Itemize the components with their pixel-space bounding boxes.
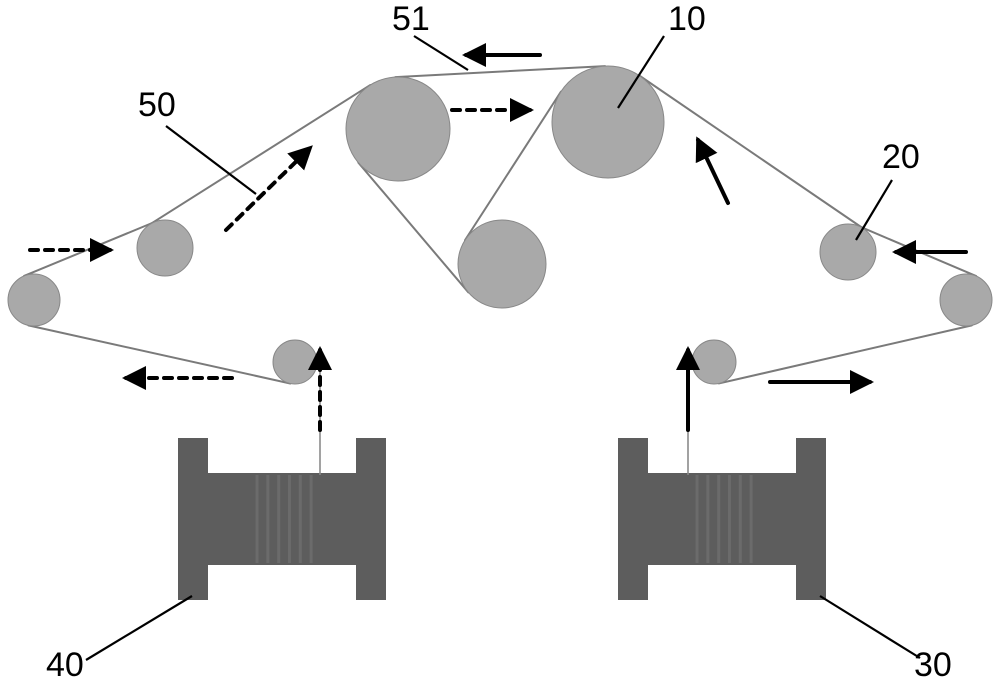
leader-50: [166, 126, 256, 194]
belt-segment: [150, 85, 370, 224]
belt-segment: [640, 76, 864, 229]
label-51: 51: [392, 0, 430, 38]
label-20: 20: [882, 138, 920, 176]
arrow-dashed-left_up_diag: [226, 148, 310, 230]
label-30: 30: [914, 646, 952, 684]
pulley-small_left: [137, 220, 193, 276]
leader-20: [856, 180, 892, 240]
belt-segment: [465, 92, 561, 241]
leader-40: [86, 596, 192, 660]
belt-segment: [358, 163, 468, 293]
label-10: 10: [668, 0, 706, 38]
pulley-lower_right: [692, 340, 736, 384]
leader-30: [820, 596, 920, 658]
arrow-solid-right_up_diag: [698, 140, 728, 203]
spool-left: [178, 438, 386, 600]
label-50: 50: [138, 86, 176, 124]
pulley-top_left: [346, 77, 450, 181]
belt-segment: [719, 325, 972, 383]
pulley-small_right: [820, 224, 876, 280]
pulley-top_right: [552, 66, 664, 178]
spool-right: [618, 438, 826, 600]
mechanical-diagram: 51 10 50 20 40 30: [0, 0, 1000, 691]
leader-51: [414, 36, 468, 70]
pulley-lower_left: [273, 340, 317, 384]
pulley-end_right: [940, 274, 992, 326]
spool-layer: [178, 438, 826, 600]
pulley-mid_center: [458, 220, 546, 308]
label-40: 40: [46, 646, 84, 684]
pulley-end_left: [8, 274, 60, 326]
belt-segment: [28, 325, 290, 383]
belt-segment: [395, 66, 605, 77]
